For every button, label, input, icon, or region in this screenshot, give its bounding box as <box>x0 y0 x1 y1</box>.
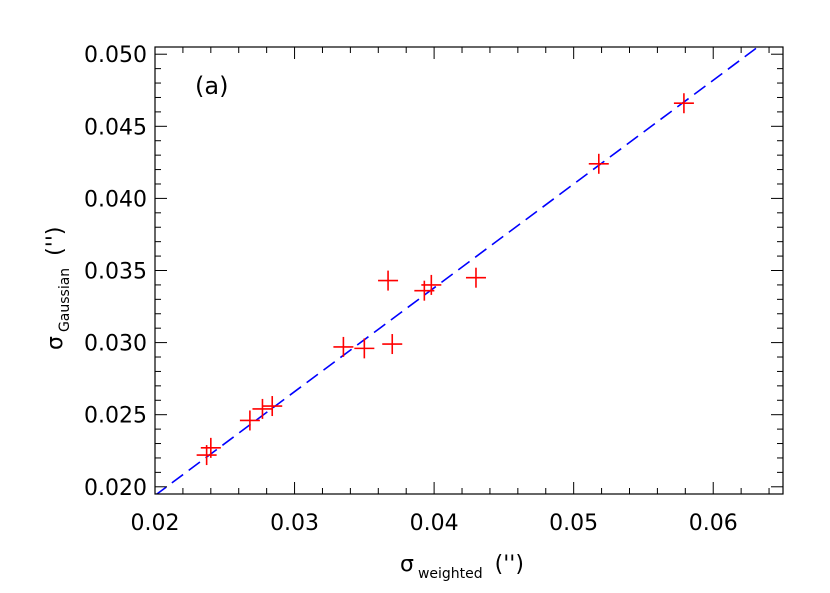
y-axis-unit: ('') <box>43 227 68 256</box>
data-point <box>354 338 375 359</box>
data-points <box>196 93 694 466</box>
x-tick-labels: 0.02 0.03 0.04 0.05 0.06 <box>131 511 738 536</box>
x-tick-label: 0.04 <box>410 511 459 536</box>
y-tick-label: 0.050 <box>84 43 147 68</box>
axis-ticks <box>154 47 783 494</box>
y-tick-labels: 0.020 0.025 0.030 0.035 0.040 0.045 0.050 <box>84 43 147 501</box>
fit-line <box>155 47 759 494</box>
data-point <box>200 437 221 458</box>
y-tick-label: 0.020 <box>84 476 147 501</box>
data-point <box>252 398 273 419</box>
data-point <box>588 153 609 174</box>
y-axis-symbol: σ <box>43 336 68 350</box>
panel-label: (a) <box>195 72 228 100</box>
data-point <box>673 93 694 114</box>
plot-area <box>154 46 784 495</box>
y-axis-label-group: σ Gaussian ('') <box>43 227 73 350</box>
y-tick-label: 0.040 <box>84 187 147 212</box>
data-point <box>465 267 486 288</box>
x-axis-subscript: weighted <box>418 566 483 582</box>
y-tick-label: 0.035 <box>84 260 147 285</box>
x-axis-symbol: σ <box>400 552 414 577</box>
y-axis-label: σ Gaussian ('') <box>43 227 73 350</box>
y-axis-subscript: Gaussian <box>57 268 73 332</box>
data-point <box>262 396 283 417</box>
x-axis-unit: ('') <box>495 552 524 577</box>
x-tick-label: 0.02 <box>131 511 180 536</box>
data-point <box>382 334 403 355</box>
data-point <box>239 410 260 431</box>
y-tick-label: 0.045 <box>84 115 147 140</box>
data-point <box>421 274 442 295</box>
x-tick-label: 0.03 <box>270 511 319 536</box>
x-tick-label: 0.05 <box>549 511 598 536</box>
y-tick-label: 0.030 <box>84 332 147 357</box>
data-point <box>333 336 354 357</box>
y-tick-label: 0.025 <box>84 404 147 429</box>
x-axis-label: σ weighted ('') <box>400 552 524 582</box>
data-point <box>378 270 399 291</box>
x-tick-label: 0.06 <box>689 511 738 536</box>
